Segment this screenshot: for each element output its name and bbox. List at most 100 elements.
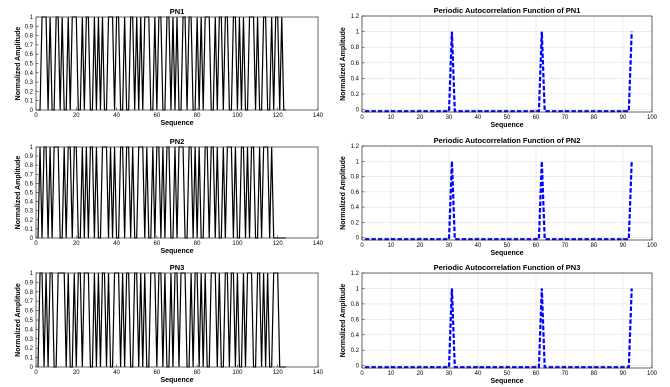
chart-title: PN1 <box>170 7 185 16</box>
y-tick-label: 0.3 <box>25 209 34 215</box>
y-tick-label: 0.7 <box>25 299 34 305</box>
y-tick-label: 0.7 <box>25 172 34 178</box>
y-tick-label: 0 <box>30 236 34 242</box>
x-axis-label: Sequence <box>160 120 193 127</box>
y-tick-label: 1 <box>30 271 34 277</box>
x-tick-label: 20 <box>73 113 80 119</box>
x-tick-label: 80 <box>194 113 201 119</box>
subplot-6: 0 10 20 30 40 50 60 70 80 90 100 0 0.2 0.4 0.6 0.8 1 1.2 P… <box>340 263 658 385</box>
subplot-4: 0 10 20 30 40 50 60 70 80 90 100 0 0.2 0.4 0.6 0.8 1 1.2 P… <box>340 136 658 257</box>
y-tick-label: 1.2 <box>351 14 360 20</box>
subplot-3: 0 20 40 60 80 100 120 140 0 0.1 0.2 0.3 0.4 0.5 0.6 0.7… <box>15 137 324 255</box>
x-tick-label: 30 <box>446 115 453 121</box>
x-tick-label: 100 <box>647 371 658 377</box>
y-tick-label: 0.4 <box>25 200 34 206</box>
x-tick-label: 80 <box>194 370 201 376</box>
y-tick-label: 0.2 <box>351 220 360 226</box>
y-axis-label: Normalized Amplitude <box>340 284 347 358</box>
x-tick-label: 70 <box>562 243 569 249</box>
x-tick-label: 50 <box>504 371 511 377</box>
y-tick-label: 0.8 <box>25 290 34 296</box>
y-tick-label: 0.4 <box>351 76 360 82</box>
x-tick-label: 90 <box>620 243 627 249</box>
x-tick-label: 60 <box>154 241 161 247</box>
y-tick-label: 0.3 <box>25 80 34 86</box>
x-tick-label: 120 <box>273 370 284 376</box>
y-tick-label: 0.8 <box>25 34 34 40</box>
y-tick-label: 0.2 <box>25 218 34 224</box>
y-tick-label: 1.2 <box>351 271 360 277</box>
y-tick-label: 0 <box>356 108 360 114</box>
x-tick-label: 20 <box>417 243 424 249</box>
y-tick-label: 0.6 <box>25 181 34 187</box>
chart-title: PN3 <box>170 263 185 272</box>
x-tick-label: 40 <box>475 371 482 377</box>
y-tick-label: 1 <box>356 286 360 292</box>
x-tick-label: 40 <box>113 113 120 119</box>
x-tick-label: 70 <box>562 371 569 377</box>
y-tick-label: 0.8 <box>351 175 360 181</box>
x-tick-label: 0 <box>34 241 38 247</box>
y-tick-label: 0.6 <box>351 61 360 67</box>
chart-title: Periodic Autocorrelation Function of PN3 <box>434 263 581 272</box>
y-axis-label: Normalized Amplitude <box>340 27 347 101</box>
x-tick-label: 40 <box>113 241 120 247</box>
x-tick-label: 0 <box>34 370 38 376</box>
y-axis-label: Normalized Amplitude <box>15 27 22 101</box>
x-tick-label: 10 <box>388 243 395 249</box>
y-tick-label: 0.1 <box>25 227 34 233</box>
x-tick-label: 90 <box>620 115 627 121</box>
subplot-1: 0 20 40 60 80 100 120 140 0 0.1 0.2 0.3 0.4 0.5 0.6 0.7… <box>15 7 324 127</box>
chart-title: Periodic Autocorrelation Function of PN2 <box>434 136 581 145</box>
x-tick-label: 20 <box>73 241 80 247</box>
x-tick-label: 0 <box>34 113 38 119</box>
subplot-2: 0 10 20 30 40 50 60 70 80 90 100 0 0.2 0.4 0.6 0.8 1 1.2 P… <box>340 6 658 129</box>
y-tick-label: 0.7 <box>25 43 34 49</box>
x-tick-label: 0 <box>360 371 364 377</box>
x-tick-label: 40 <box>113 370 120 376</box>
y-axis-label: Normalized Amplitude <box>15 283 22 357</box>
x-tick-label: 140 <box>313 113 324 119</box>
x-tick-label: 100 <box>232 241 243 247</box>
x-tick-label: 30 <box>446 371 453 377</box>
x-axis-label: Sequence <box>490 250 523 257</box>
y-tick-label: 1 <box>30 145 34 151</box>
x-tick-label: 0 <box>360 115 364 121</box>
y-tick-label: 1 <box>30 15 34 21</box>
y-tick-label: 0.4 <box>25 71 34 77</box>
x-tick-label: 70 <box>562 115 569 121</box>
x-tick-label: 140 <box>313 370 324 376</box>
series-line <box>364 31 633 113</box>
x-tick-label: 10 <box>388 115 395 121</box>
y-tick-label: 0.8 <box>351 45 360 51</box>
y-tick-label: 1 <box>356 30 360 36</box>
x-tick-label: 60 <box>154 370 161 376</box>
y-tick-label: 0.8 <box>25 163 34 169</box>
y-tick-label: 0.1 <box>25 99 34 105</box>
x-tick-label: 20 <box>73 370 80 376</box>
y-tick-label: 0.6 <box>351 317 360 323</box>
x-tick-label: 100 <box>232 370 243 376</box>
x-tick-label: 50 <box>504 243 511 249</box>
y-tick-label: 0.8 <box>351 302 360 308</box>
y-tick-label: 0.2 <box>351 92 360 98</box>
y-tick-label: 0.2 <box>351 348 360 354</box>
y-tick-label: 0.6 <box>25 309 34 315</box>
x-tick-label: 100 <box>647 243 658 249</box>
y-tick-label: 0.5 <box>25 62 34 68</box>
x-tick-label: 120 <box>273 241 284 247</box>
y-tick-label: 0.6 <box>351 190 360 196</box>
y-tick-label: 0.2 <box>25 89 34 95</box>
y-tick-label: 0.5 <box>25 191 34 197</box>
x-tick-label: 60 <box>533 243 540 249</box>
x-tick-label: 60 <box>154 113 161 119</box>
x-tick-label: 20 <box>417 371 424 377</box>
y-tick-label: 0 <box>356 364 360 370</box>
x-tick-label: 80 <box>194 241 201 247</box>
x-axis-label: Sequence <box>490 122 523 129</box>
x-axis-label: Sequence <box>490 378 523 385</box>
y-tick-label: 0 <box>30 365 34 371</box>
y-tick-label: 0.5 <box>25 318 34 324</box>
y-tick-label: 0.6 <box>25 52 34 58</box>
